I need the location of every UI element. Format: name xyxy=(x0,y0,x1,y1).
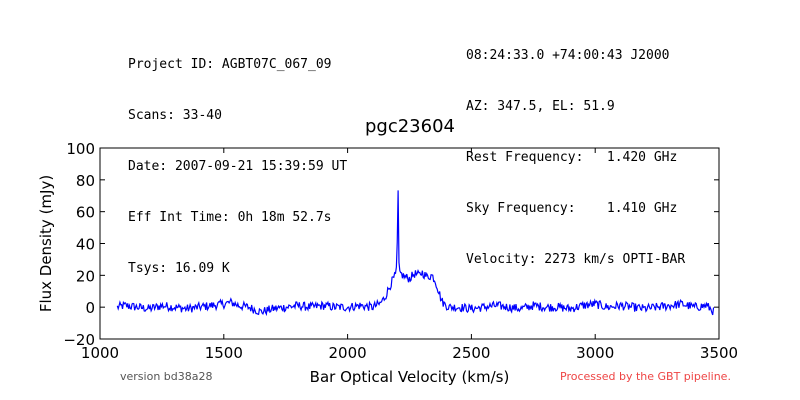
x-axis-label: Bar Optical Velocity (km/s) xyxy=(310,368,510,386)
y-tick-label: −20 xyxy=(63,331,95,349)
axis-ticks: 1000 1500 2000 2500 3000 3500 −20 0 20 40 60 80 100 xyxy=(63,140,738,362)
sky-frequency-line: Sky Frequency: 1.410 GHz xyxy=(466,201,678,216)
x-tick-label: 1000 xyxy=(81,344,119,362)
az-el-line: AZ: 347.5, EL: 51.9 xyxy=(466,99,615,114)
coordinates-line: 08:24:33.0 +74:00:43 J2000 xyxy=(466,48,670,63)
x-tick-label: 3000 xyxy=(576,344,614,362)
y-tick-label: 100 xyxy=(66,140,95,158)
chart-title: pgc23604 xyxy=(364,116,455,137)
x-tick-label: 2500 xyxy=(452,344,490,362)
y-tick-label: 0 xyxy=(85,299,95,317)
project-id-line: Project ID: AGBT07C_067_09 xyxy=(128,57,332,72)
spectrum-line-0 xyxy=(116,190,715,317)
y-tick-label: 60 xyxy=(76,204,95,222)
version-label: version bd38a28 xyxy=(120,370,213,383)
integration-time-line: Eff Int Time: 0h 18m 52.7s xyxy=(128,210,332,225)
scans-line: Scans: 33-40 xyxy=(128,108,222,123)
pipeline-label: Processed by the GBT pipeline. xyxy=(560,370,731,383)
x-tick-label: 2000 xyxy=(329,344,367,362)
y-tick-label: 40 xyxy=(76,236,95,254)
data-layer xyxy=(116,190,715,317)
observation-info-right: 08:24:33.0 +74:00:43 J2000 AZ: 347.5, EL… xyxy=(466,13,685,302)
tsys-line: Tsys: 16.09 K xyxy=(128,261,230,276)
y-axis-label: Flux Density (mJy) xyxy=(37,175,55,312)
x-tick-label: 1500 xyxy=(205,344,243,362)
y-tick-label: 80 xyxy=(76,172,95,190)
y-tick-label: 20 xyxy=(76,267,95,285)
date-line: Date: 2007-09-21 15:39:59 UT xyxy=(128,159,348,174)
x-tick-label: 3500 xyxy=(700,344,738,362)
observation-info-left: Project ID: AGBT07C_067_09 Scans: 33-40 … xyxy=(128,22,347,311)
rest-frequency-line: Rest Frequency: 1.420 GHz xyxy=(466,150,678,165)
velocity-line: Velocity: 2273 km/s OPTI-BAR xyxy=(466,252,686,267)
plot-frame xyxy=(99,147,720,340)
